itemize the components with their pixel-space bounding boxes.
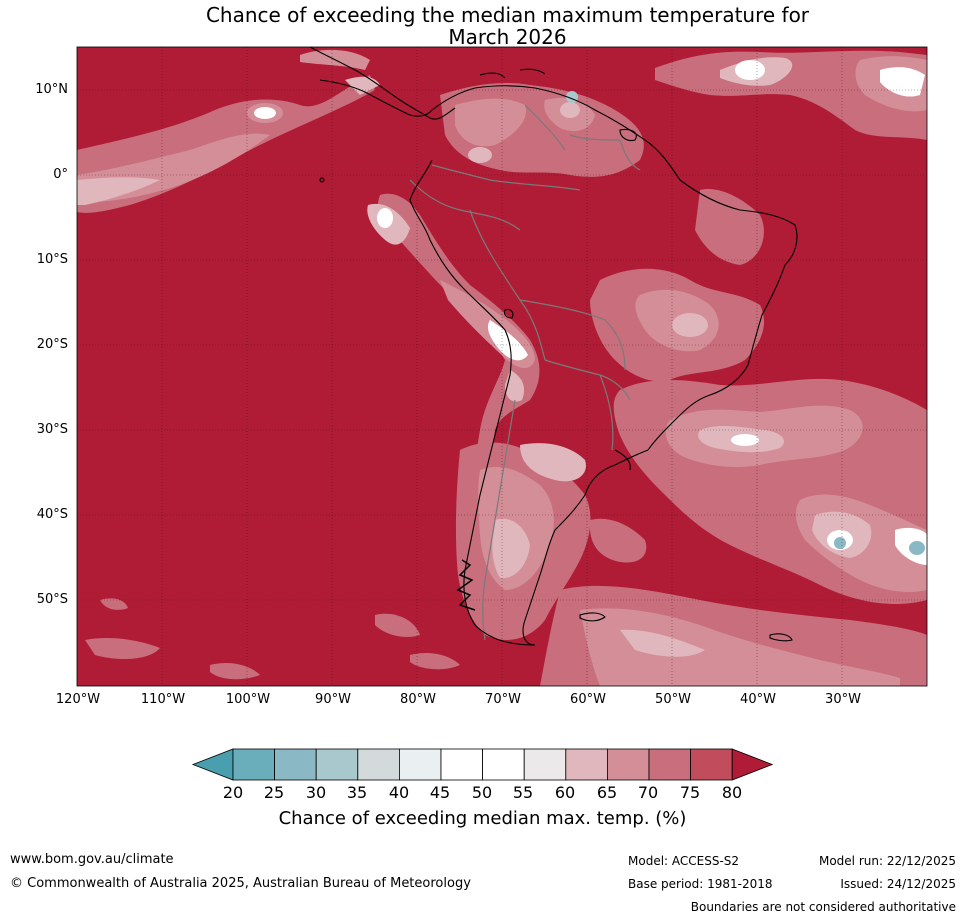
lon-label-40w: 40°W: [740, 692, 776, 707]
cbar-tick-25: 25: [263, 783, 285, 802]
lon-label-30w: 30°W: [825, 692, 861, 707]
colorbar-arrow-high: [731, 748, 774, 781]
colorbar-swatch: [357, 748, 400, 781]
lat-label-10n: 10°N: [35, 82, 68, 97]
lon-label-110w: 110°W: [140, 692, 186, 707]
lat-label-30s: 30°S: [36, 422, 68, 437]
disclaimer-text: Boundaries are not considered authoritat…: [690, 900, 956, 914]
lat-label-20s: 20°S: [36, 337, 68, 352]
cbar-tick-50: 50: [471, 783, 493, 802]
temperature-probability-map: [76, 46, 928, 687]
colorbar-swatch: [482, 748, 525, 781]
colorbar: [191, 748, 774, 781]
lat-label-0: 0°: [53, 167, 68, 182]
cbar-tick-65: 65: [596, 783, 618, 802]
cbar-tick-20: 20: [222, 783, 244, 802]
graticule: [77, 47, 927, 686]
issued-text: Issued: 24/12/2025: [840, 877, 956, 891]
colorbar-swatches: [191, 748, 774, 781]
colorbar-swatch: [232, 748, 275, 781]
cbar-tick-45: 45: [429, 783, 451, 802]
country-borders: [409, 104, 641, 641]
map-border: [76, 46, 928, 687]
probability-contours: [77, 49, 927, 686]
lat-label-50s: 50°S: [36, 592, 68, 607]
base-period-text: Base period: 1981-2018: [628, 877, 773, 891]
lon-label-50w: 50°W: [655, 692, 691, 707]
model-run-text: Model run: 22/12/2025: [818, 854, 956, 868]
cbar-tick-80: 80: [721, 783, 743, 802]
colorbar-swatch: [398, 748, 442, 781]
colorbar-swatch: [315, 748, 359, 781]
lat-label-40s: 40°S: [36, 507, 68, 522]
lon-label-120w: 120°W: [55, 692, 101, 707]
cbar-tick-30: 30: [305, 783, 327, 802]
copyright-text: © Commonwealth of Australia 2025, Austra…: [10, 876, 471, 891]
lon-label-60w: 60°W: [570, 692, 606, 707]
colorbar-swatch: [690, 748, 733, 781]
model-text: Model: ACCESS-S2: [628, 854, 740, 868]
title-line-2: March 2026: [448, 25, 567, 49]
colorbar-swatch: [607, 748, 650, 781]
cbar-tick-55: 55: [512, 783, 534, 802]
cbar-tick-35: 35: [346, 783, 368, 802]
colorbar-swatch: [565, 748, 608, 781]
colorbar-swatch: [440, 748, 483, 781]
colorbar-label: Chance of exceeding median max. temp. (%…: [278, 808, 687, 829]
lon-label-80w: 80°W: [400, 692, 436, 707]
cbar-tick-40: 40: [388, 783, 410, 802]
colorbar-arrow-low: [191, 748, 234, 781]
title-line-1: Chance of exceeding the median maximum t…: [205, 3, 810, 27]
lon-label-70w: 70°W: [485, 692, 521, 707]
lat-label-10s: 10°S: [36, 252, 68, 267]
cbar-tick-60: 60: [554, 783, 576, 802]
cbar-tick-75: 75: [679, 783, 701, 802]
lon-label-100w: 100°W: [225, 692, 271, 707]
lon-label-90w: 90°W: [315, 692, 351, 707]
colorbar-swatch: [648, 748, 691, 781]
coastline: [309, 47, 798, 646]
colorbar-swatch: [523, 748, 567, 781]
colorbar-swatch: [274, 748, 317, 781]
website-text: www.bom.gov.au/climate: [10, 852, 174, 867]
map-title: Chance of exceeding the median maximum t…: [0, 4, 965, 48]
cbar-tick-70: 70: [637, 783, 659, 802]
